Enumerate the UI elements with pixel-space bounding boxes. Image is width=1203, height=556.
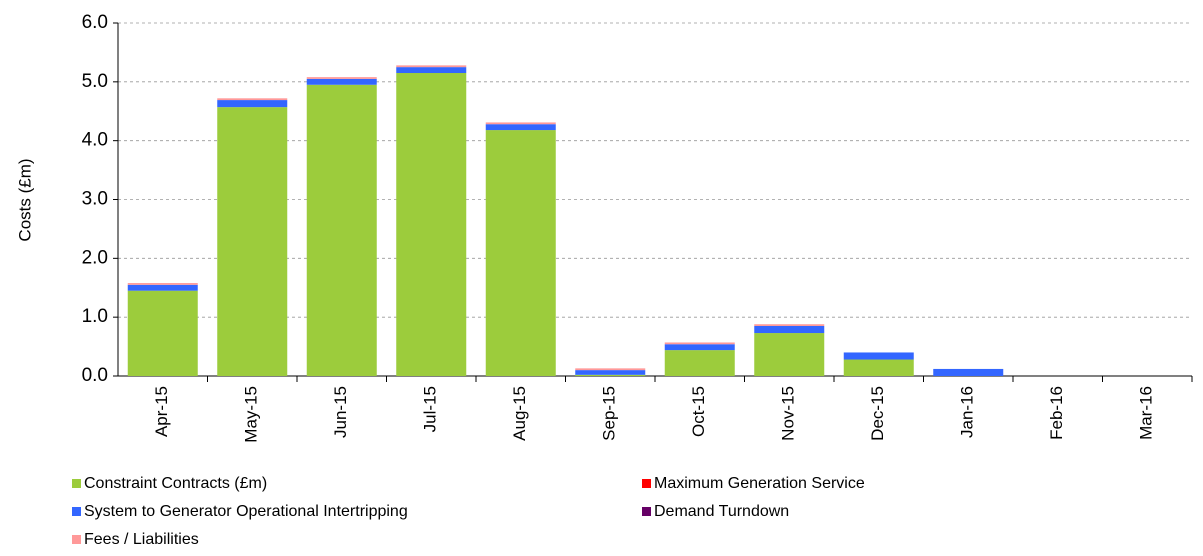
bar-segment xyxy=(396,67,467,74)
bar-segment xyxy=(306,84,377,377)
bar-segment xyxy=(485,122,556,125)
legend-label: Maximum Generation Service xyxy=(654,475,865,492)
bar-segment xyxy=(575,370,646,375)
legend-swatch xyxy=(72,535,81,544)
x-tick-label: Sep-15 xyxy=(600,386,619,441)
bar-segment xyxy=(664,344,735,351)
bar-segment xyxy=(396,73,467,376)
bar-segment xyxy=(843,359,914,376)
x-tick-label: Jun-15 xyxy=(331,386,350,438)
y-tick-label: 3.0 xyxy=(82,189,108,210)
legend-swatch xyxy=(72,479,81,488)
bar-segment xyxy=(664,350,735,376)
legend-label: Fees / Liabilities xyxy=(84,531,199,548)
bar-segment xyxy=(127,283,198,285)
y-tick-label: 1.0 xyxy=(82,306,108,327)
legend-label: System to Generator Operational Intertri… xyxy=(84,503,408,520)
legend-swatch xyxy=(72,507,81,516)
y-axis-label: Costs (£m) xyxy=(15,158,34,241)
bar-segment xyxy=(485,130,556,376)
bar-segment xyxy=(306,77,377,79)
x-tick-label: Aug-15 xyxy=(510,386,529,441)
bar-segment xyxy=(396,65,467,68)
x-tick-label: Jul-15 xyxy=(421,386,440,432)
legend-swatch xyxy=(642,507,651,516)
legend-swatch xyxy=(642,479,651,488)
y-tick-label: 5.0 xyxy=(82,71,108,92)
y-tick-label: 0.0 xyxy=(82,365,108,386)
y-tick-label: 4.0 xyxy=(82,130,108,151)
bar-segment xyxy=(843,352,914,360)
bar-segment xyxy=(217,98,288,101)
x-tick-label: Oct-15 xyxy=(689,386,708,437)
bar-segment xyxy=(127,290,198,376)
x-tick-label: Mar-16 xyxy=(1137,386,1156,440)
bar-segment xyxy=(217,107,288,377)
bar-segment xyxy=(575,368,646,371)
y-tick-label: 6.0 xyxy=(82,12,108,33)
y-tick-label: 2.0 xyxy=(82,247,108,268)
bar-segment xyxy=(664,342,735,345)
bar-segment xyxy=(754,333,825,376)
bar-segment xyxy=(933,368,1004,376)
bar-segment xyxy=(217,100,288,108)
x-tick-label: Apr-15 xyxy=(152,386,171,437)
x-tick-label: May-15 xyxy=(242,386,261,443)
legend-label: Constraint Contracts (£m) xyxy=(84,475,267,492)
x-tick-label: Jan-16 xyxy=(958,386,977,438)
bar-segment xyxy=(306,78,377,85)
bar-segment xyxy=(485,124,556,131)
bar-segment xyxy=(754,324,825,326)
bar-segment xyxy=(575,374,646,376)
x-tick-label: Nov-15 xyxy=(779,386,798,441)
x-tick-label: Dec-15 xyxy=(868,386,887,441)
x-tick-label: Feb-16 xyxy=(1047,386,1066,440)
legend-label: Demand Turndown xyxy=(654,503,789,520)
bar-segment xyxy=(127,284,198,291)
bar-segment xyxy=(754,325,825,334)
